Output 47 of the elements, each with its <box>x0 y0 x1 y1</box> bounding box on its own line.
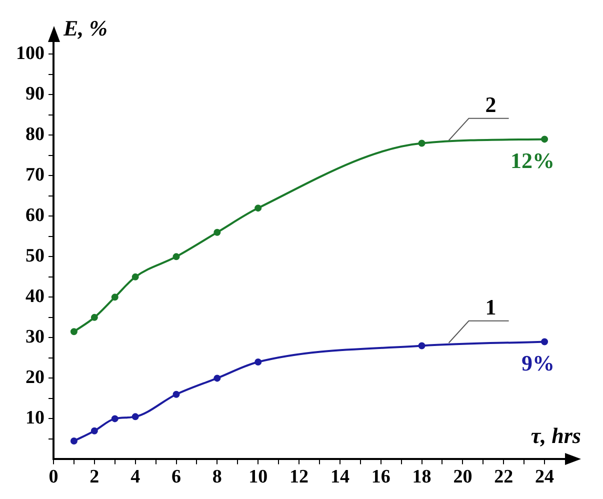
x-tick-label: 18 <box>412 466 432 488</box>
y-tick-label: 70 <box>26 164 44 186</box>
point <box>214 228 221 236</box>
y-tick-label: 80 <box>26 124 44 146</box>
point <box>172 390 180 398</box>
point <box>111 294 118 301</box>
x-tick-label: 2 <box>90 466 100 488</box>
point <box>541 136 548 143</box>
y-tick-label: 100 <box>16 43 44 64</box>
point <box>254 358 262 366</box>
y-tick-label: 90 <box>26 84 44 105</box>
x-tick-label: 20 <box>453 466 472 488</box>
point <box>214 374 221 382</box>
x-tick-label: 0 <box>48 466 58 488</box>
point <box>90 314 98 321</box>
x-tick-label: 10 <box>248 466 268 488</box>
annotation: 9% <box>522 350 555 376</box>
point <box>418 140 426 147</box>
y-tick-label: 40 <box>26 286 44 308</box>
x-tick-label: 12 <box>290 466 309 488</box>
x-tick-label: 16 <box>371 466 390 488</box>
point <box>70 437 78 444</box>
y-tick-label: 50 <box>26 246 44 267</box>
point <box>418 342 426 350</box>
x-tick-label: 14 <box>330 466 350 488</box>
y-axis-title: E, % <box>62 16 108 41</box>
point <box>172 253 180 260</box>
y-tick-label: 20 <box>26 367 44 388</box>
x-tick-label: 22 <box>494 466 514 488</box>
x-tick-label: 8 <box>212 466 222 488</box>
point <box>541 338 548 346</box>
point <box>70 328 78 336</box>
annotation: 12% <box>510 148 555 173</box>
y-tick-label: 60 <box>26 205 44 226</box>
point <box>111 415 118 422</box>
x-axis-title: τ, hrs <box>530 422 581 448</box>
point <box>90 427 98 434</box>
series-label: 1 <box>485 294 496 320</box>
y-tick-label: 30 <box>26 326 44 348</box>
x-tick-label: 6 <box>172 466 182 488</box>
series-label: 2 <box>485 92 496 118</box>
y-tick-label: 10 <box>26 408 44 429</box>
point <box>254 204 262 212</box>
x-tick-label: 24 <box>535 466 555 488</box>
x-tick-label: 4 <box>130 466 141 488</box>
point <box>132 413 139 420</box>
point <box>132 273 139 280</box>
